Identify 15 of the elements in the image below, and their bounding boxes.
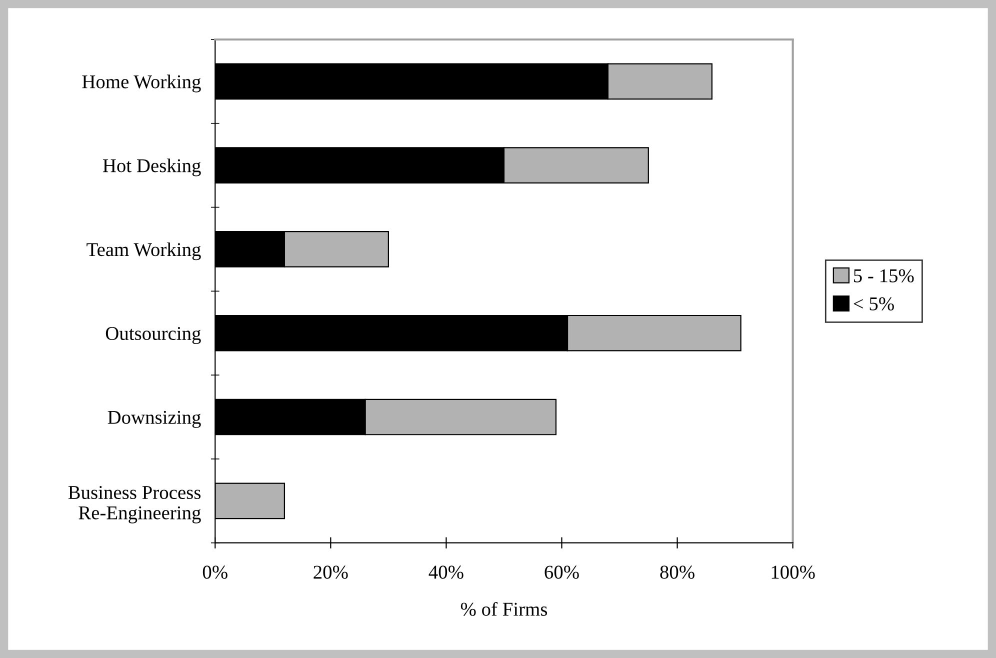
legend-label: 5 - 15% — [854, 269, 914, 282]
x-tick-label: 20% — [314, 566, 348, 579]
x-tick-label: 80% — [660, 566, 694, 579]
y-tick-label: Outsourcing — [106, 326, 201, 344]
legend-label: < 5% — [854, 297, 894, 310]
x-tick-label: 0% — [202, 566, 228, 579]
x-tick-label: 60% — [544, 566, 579, 579]
x-tick-label: 100% — [772, 566, 815, 579]
x-axis-title: % of Firms — [460, 602, 548, 616]
x-tick-label: 40% — [428, 566, 464, 579]
y-tick-label: Downsizing — [108, 410, 201, 428]
y-tick-label: Team Working — [86, 242, 201, 260]
y-tick-label: Home Working — [82, 74, 201, 92]
y-tick-label: Business Process Re-Engineering — [68, 486, 201, 524]
y-tick-label: Hot Desking — [102, 158, 201, 176]
